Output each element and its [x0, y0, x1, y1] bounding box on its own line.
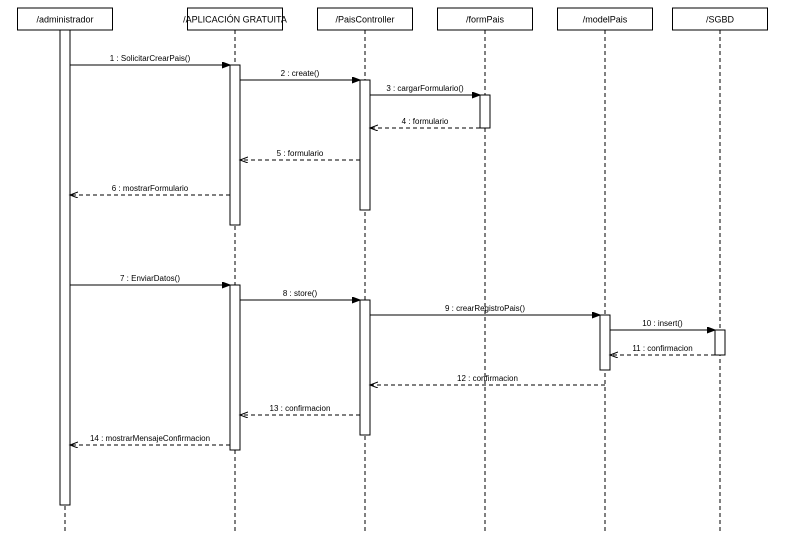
sequence-diagram: /administrador/APLICACIÓN GRATUITA/PaisC…: [0, 0, 800, 540]
activation-ctrl: [360, 300, 370, 435]
activation-admin: [60, 30, 70, 505]
lifeline-label: /modelPais: [583, 14, 628, 24]
lifeline-model: /modelPais: [558, 8, 653, 30]
lifeline-label: /formPais: [466, 14, 505, 24]
message-label: 2 : create(): [281, 69, 320, 78]
message-label: 3 : cargarFormulario(): [386, 84, 464, 93]
message-label: 5 : formulario: [277, 149, 324, 158]
activation-app: [230, 65, 240, 225]
lifeline-ctrl: /PaisController: [318, 8, 413, 30]
activation-model: [600, 315, 610, 370]
lifeline-label: /administrador: [36, 14, 93, 24]
activation-sgbd: [715, 330, 725, 355]
message-label: 11 : confirmacion: [632, 344, 692, 353]
message-label: 6 : mostrarFormulario: [112, 184, 189, 193]
message-label: 1 : SolicitarCrearPais(): [110, 54, 191, 63]
lifeline-label: /PaisController: [335, 14, 394, 24]
message-label: 14 : mostrarMensajeConfirmacion: [90, 434, 210, 443]
message-label: 12 : confirmacion: [457, 374, 518, 383]
lifeline-form: /formPais: [438, 8, 533, 30]
message-label: 10 : insert(): [642, 319, 683, 328]
activation-ctrl: [360, 80, 370, 210]
lifeline-admin: /administrador: [18, 8, 113, 30]
message-label: 7 : EnviarDatos(): [120, 274, 180, 283]
message-label: 8 : store(): [283, 289, 318, 298]
message-label: 9 : crearRegistroPais(): [445, 304, 525, 313]
activation-app: [230, 285, 240, 450]
lifeline-label: /SGBD: [706, 14, 735, 24]
message-label: 4 : formulario: [402, 117, 449, 126]
lifeline-label: /APLICACIÓN GRATUITA: [183, 14, 287, 24]
message-label: 13 : confirmacion: [270, 404, 331, 413]
lifeline-app: /APLICACIÓN GRATUITA: [183, 8, 287, 30]
lifeline-sgbd: /SGBD: [673, 8, 768, 30]
activation-form: [480, 95, 490, 128]
